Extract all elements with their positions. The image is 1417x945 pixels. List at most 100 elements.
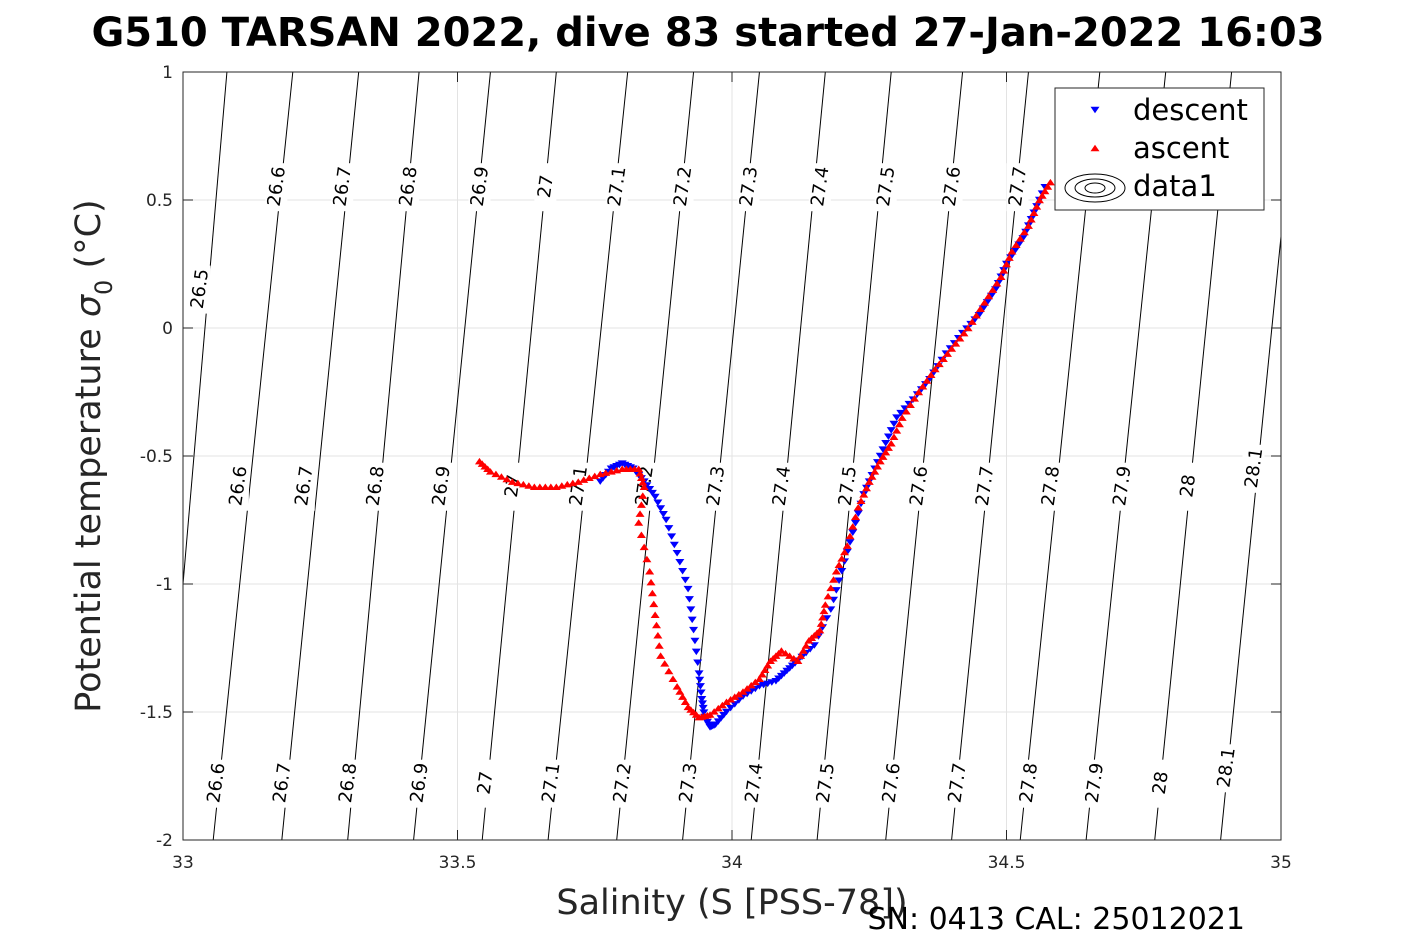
descent-marker: [691, 648, 701, 656]
contour-label-gap: [539, 759, 562, 808]
contour-label-gap: [1215, 744, 1238, 793]
ascent-marker: [859, 491, 869, 498]
ascent-marker: [955, 334, 965, 342]
ascent-marker: [636, 474, 646, 482]
ascent-marker: [672, 683, 682, 690]
x-axis-ticks: 33 33.5 34 34.5 35: [172, 72, 1292, 873]
contour-label-gap: [473, 759, 496, 808]
ascent-marker: [1004, 254, 1014, 261]
contour-labels: 26.526.6 26.7 26.8 26.9 27 27.1 27.2 27.3 27.4 27…: [187, 163, 1267, 808]
descent-marker: [678, 567, 688, 575]
ascent-marker: [823, 592, 833, 600]
ascent-marker: [1045, 178, 1055, 186]
ascent-marker: [513, 479, 523, 487]
ascent-marker: [901, 407, 911, 415]
ascent-marker: [834, 561, 844, 569]
descent-marker: [693, 659, 703, 666]
ascent-marker: [722, 698, 732, 706]
ascent-marker: [848, 523, 858, 530]
ascent-marker: [992, 279, 1002, 287]
ascent-marker: [918, 382, 928, 390]
ascent-marker: [1043, 183, 1053, 190]
ascent-marker: [971, 311, 981, 319]
descent-marker: [675, 558, 685, 566]
legend-contour-icon: [1074, 178, 1116, 198]
ascent-marker: [678, 693, 688, 700]
legend-entries: descent ascent data1: [1064, 93, 1248, 203]
y-tick-label: -2: [156, 831, 173, 851]
x-tick-label: 33: [172, 853, 194, 873]
ascent-marker: [905, 401, 915, 409]
ascent-marker: [881, 448, 891, 456]
ascent-marker: [801, 642, 811, 649]
ascent-marker: [837, 555, 847, 562]
descent-marker: [683, 585, 693, 593]
ascent-marker: [819, 607, 829, 615]
ascent-marker: [851, 513, 861, 521]
ascent-marker: [872, 462, 882, 470]
ascent-marker: [914, 388, 924, 396]
contour-label-gap: [534, 163, 557, 212]
contour-label-gap: [940, 163, 963, 212]
ascent-marker: [1019, 228, 1029, 236]
descent-marker: [892, 414, 902, 421]
ascent-marker: [636, 531, 646, 538]
contour-label-gap: [501, 462, 524, 511]
descent-marker: [697, 695, 707, 703]
ascent-marker: [892, 427, 902, 434]
descent-marker: [696, 689, 706, 697]
descent-marker: [878, 446, 888, 453]
ascent-marker: [984, 292, 994, 300]
ascent-marker: [829, 576, 839, 583]
ascent-marker: [845, 532, 855, 540]
ascent-marker: [842, 542, 852, 549]
descent-marker: [881, 439, 891, 447]
ascent-marker: [646, 578, 656, 586]
contour-label-gap: [1176, 462, 1199, 511]
ascent-marker: [680, 698, 690, 706]
legend-descent-label: descent: [1133, 93, 1248, 127]
contour-label-gap: [567, 462, 590, 511]
ascent-marker: [930, 365, 940, 373]
ascent-marker: [959, 329, 969, 337]
ascent-marker: [642, 555, 652, 563]
ascent-marker: [963, 324, 973, 332]
ascent-marker: [639, 543, 649, 551]
contour-label-gap: [973, 462, 996, 511]
ascent-marker: [934, 360, 944, 368]
descent-marker: [831, 587, 841, 594]
contour-label-gap: [671, 163, 694, 212]
contour-label-gap: [1039, 462, 1062, 511]
descent-marker: [889, 420, 899, 428]
contour-label-gap: [742, 759, 765, 808]
descent-marker: [896, 409, 906, 417]
contour-label-gap: [292, 462, 315, 511]
ascent-marker: [996, 273, 1006, 281]
x-tick-label: 34.5: [988, 853, 1026, 873]
contour-label: 27: [534, 174, 558, 200]
contour-label-gap: [874, 163, 897, 212]
contour-label-gap: [397, 163, 420, 212]
ascent-marker: [776, 647, 786, 654]
ascent-marker: [634, 519, 644, 526]
contour-label-gap: [188, 265, 211, 314]
contour-label-gap: [468, 163, 491, 212]
contour-label-gap: [270, 759, 293, 808]
ascent-marker: [926, 371, 936, 378]
contour-label-gap: [1017, 759, 1040, 808]
y-axis-label-subscript: 0: [90, 280, 118, 295]
ascent-marker: [636, 501, 646, 508]
descent-marker: [809, 642, 819, 649]
ascent-marker: [883, 444, 893, 451]
ascent-marker: [675, 688, 685, 695]
descent-marker: [848, 529, 858, 537]
contour-label-gap: [1242, 444, 1265, 493]
ascent-marker: [864, 478, 874, 485]
ascent-marker: [818, 614, 828, 621]
ascent-marker: [1034, 196, 1044, 204]
ascent-marker: [507, 478, 517, 485]
ascent-marker: [910, 395, 920, 402]
y-tick-label: -1: [156, 575, 173, 595]
contour-label-gap: [814, 759, 837, 808]
